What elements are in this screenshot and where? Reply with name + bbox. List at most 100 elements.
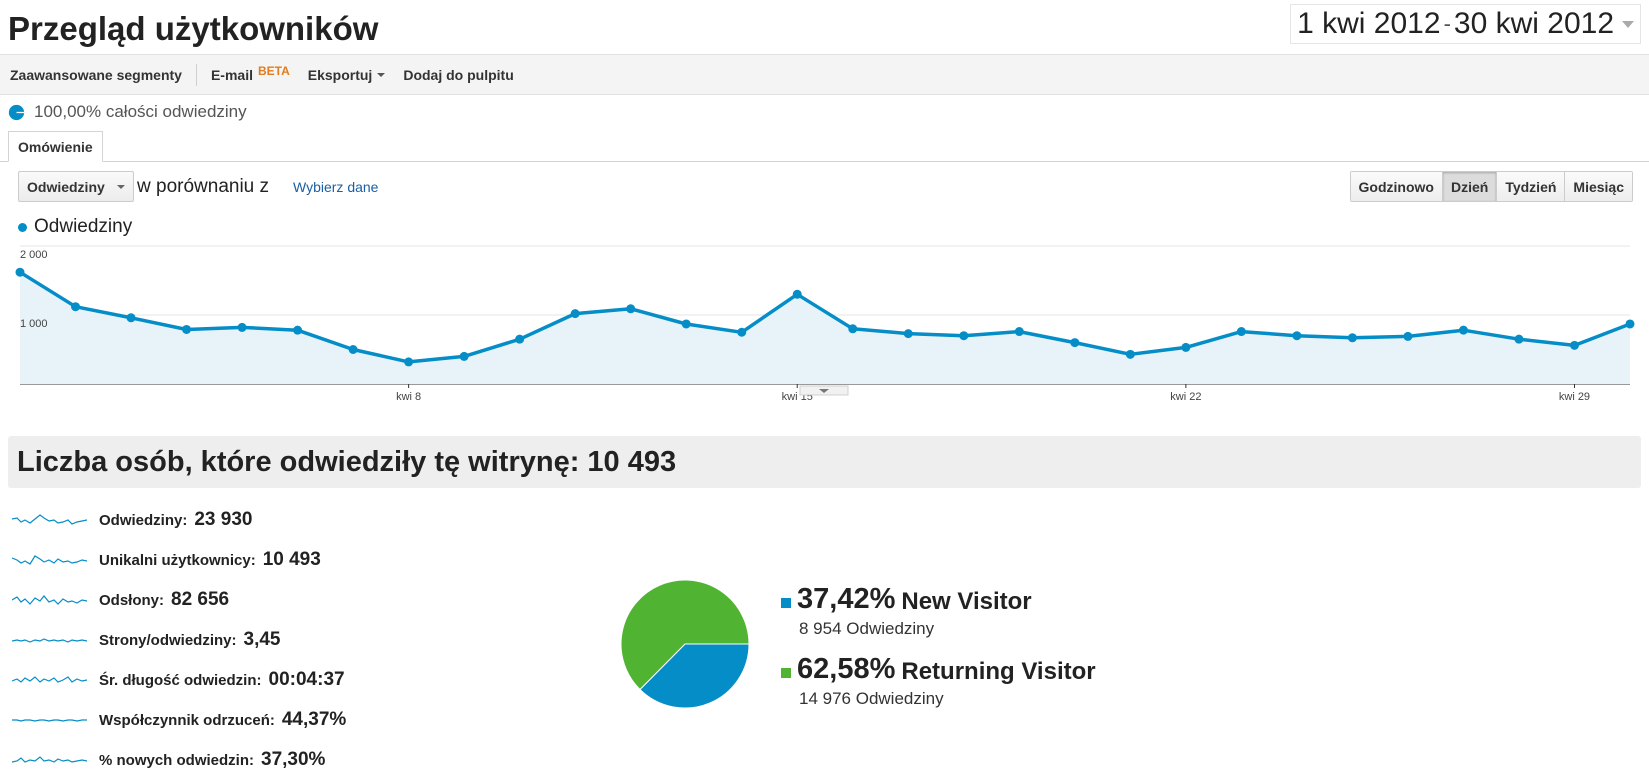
chart-x-tick-label: kwi 8 — [396, 391, 421, 403]
chart-data-point[interactable] — [848, 324, 858, 334]
pie-category-name: Returning Visitor — [901, 657, 1096, 685]
chart-data-point[interactable] — [1014, 327, 1024, 337]
chart-data-point[interactable] — [681, 319, 691, 329]
chart-data-point[interactable] — [1458, 325, 1468, 335]
chart-data-point[interactable] — [903, 329, 913, 339]
chart-data-point[interactable] — [126, 313, 136, 323]
chart-data-point[interactable] — [237, 322, 247, 332]
granularity-hourly-button[interactable]: Godzinowo — [1350, 172, 1442, 201]
pie-category-visits: 14 976 Odwiedziny — [799, 689, 944, 708]
legend-swatch-icon — [781, 667, 791, 678]
metric-row-unique-users[interactable]: Unikalni użytkownicy: 10 493 — [12, 545, 321, 575]
chart-data-point[interactable] — [737, 327, 747, 337]
chart-y-tick-label: 1 000 — [20, 318, 48, 330]
chart-data-point[interactable] — [1569, 340, 1579, 350]
metric-row-pages-per-visit[interactable]: Strony/odwiedziny: 3,45 — [12, 625, 281, 655]
chart-data-point[interactable] — [1625, 319, 1635, 329]
metric-label: % nowych odwiedzin: — [99, 751, 255, 769]
chevron-down-icon — [1622, 20, 1634, 28]
segment-label: 100,00% całości odwiedziny — [34, 102, 247, 121]
pie-category-name: New Visitor — [901, 587, 1032, 615]
export-button[interactable]: Eksportuj — [308, 67, 386, 83]
metric-label: Strony/odwiedziny: — [99, 631, 237, 649]
legend-series-label: Odwiedziny — [34, 216, 133, 237]
email-label: E-mail — [210, 66, 253, 83]
metric-row-bounce-rate[interactable]: Współczynnik odrzuceń: 44,37% — [12, 705, 346, 735]
segment-pie-icon — [8, 104, 25, 120]
email-button[interactable]: E-mail BETA — [210, 64, 290, 83]
add-to-dashboard-label: Dodaj do pulpitu — [403, 66, 514, 83]
metric-select-value: Odwiedziny — [27, 178, 105, 195]
sparkline-icon — [12, 676, 87, 683]
metric-label: Odsłony: — [99, 591, 165, 609]
metric-value: 3,45 — [243, 629, 281, 650]
date-separator: - — [1443, 11, 1451, 36]
metric-label: Śr. długość odwiedzin: — [99, 671, 262, 689]
metric-row-new-visits[interactable]: % nowych odwiedzin: 37,30% — [12, 745, 325, 775]
select-data-link[interactable]: Wybierz dane — [293, 179, 379, 195]
sparkline-icon — [12, 595, 87, 605]
chevron-down-icon — [116, 184, 125, 189]
chart-data-point[interactable] — [626, 304, 636, 314]
chart-legend: Odwiedziny — [18, 216, 132, 238]
tab-overview[interactable]: Omówienie — [8, 131, 103, 162]
chart-data-point[interactable] — [404, 357, 414, 367]
chart-data-point[interactable] — [15, 267, 25, 277]
sparkline-icon — [12, 719, 87, 722]
segment-indicator: 100,00% całości odwiedziny — [8, 102, 247, 122]
pie-percentage: 62,58% — [797, 653, 896, 685]
metric-row-pageviews[interactable]: Odsłony: 82 656 — [12, 585, 229, 615]
chart-data-point[interactable] — [1347, 333, 1357, 343]
date-range-picker[interactable]: 1 kwi 2012 - 30 kwi 2012 — [1290, 4, 1641, 44]
pie-slice-new-visitor[interactable] — [639, 643, 750, 709]
metric-label: Współczynnik odrzuceń: — [99, 711, 275, 729]
sparkline-icon — [12, 555, 87, 565]
report-toolbar: Zaawansowane segmenty E-mail BETA Ekspor… — [0, 54, 1649, 95]
chart-series-line — [19, 270, 1631, 364]
chart-data-point[interactable] — [1236, 327, 1246, 337]
sparkline-icon — [12, 756, 87, 763]
chart-x-tick-label: kwi 22 — [1170, 391, 1201, 403]
granularity-day-button[interactable]: Dzień — [1441, 172, 1497, 201]
pie-slice-returning-visitor[interactable] — [620, 579, 750, 691]
sparkline-icon — [12, 638, 87, 643]
metric-value: 10 493 — [262, 549, 321, 570]
granularity-month-button[interactable]: Miesiąc — [1564, 172, 1632, 201]
chart-data-point[interactable] — [348, 345, 358, 354]
advanced-segments-label: Zaawansowane segmenty — [10, 66, 182, 83]
chevron-down-icon — [819, 389, 829, 393]
pie-legend-returning-visitor: 62,58% Returning Visitor 14 976 Odwiedzi… — [781, 653, 1096, 709]
chart-data-point[interactable] — [1125, 349, 1135, 359]
metric-label: Unikalni użytkownicy: — [99, 551, 256, 569]
page-title: Przegląd użytkowników — [8, 10, 379, 47]
metric-row-visits[interactable]: Odwiedziny: 23 930 — [12, 505, 252, 535]
chart-data-point[interactable] — [959, 331, 969, 341]
granularity-toggle: Godzinowo Dzień Tydzień Miesiąc — [1349, 171, 1633, 202]
chart-data-point[interactable] — [570, 309, 580, 319]
legend-swatch-icon — [781, 597, 791, 608]
chart-data-point[interactable] — [293, 325, 303, 335]
sparkline-icon — [12, 514, 87, 525]
chart-data-point[interactable] — [515, 334, 525, 344]
chevron-down-icon — [377, 72, 386, 77]
chart-data-point[interactable] — [1181, 342, 1191, 352]
granularity-week-button[interactable]: Tydzień — [1496, 172, 1565, 201]
toolbar-divider — [195, 63, 197, 86]
chart-data-point[interactable] — [792, 289, 802, 299]
chart-data-point[interactable] — [182, 324, 192, 334]
chart-data-point[interactable] — [71, 302, 81, 312]
metric-select[interactable]: Odwiedziny — [18, 171, 134, 202]
chart-area-fill — [20, 272, 1630, 384]
date-end: 30 kwi 2012 — [1453, 7, 1614, 40]
export-label: Eksportuj — [307, 66, 373, 83]
chart-data-point[interactable] — [459, 351, 469, 361]
metric-row-avg-duration[interactable]: Śr. długość odwiedzin: 00:04:37 — [12, 665, 345, 695]
advanced-segments-button[interactable]: Zaawansowane segmenty — [10, 67, 182, 83]
chart-data-point[interactable] — [1403, 331, 1413, 341]
add-to-dashboard-button[interactable]: Dodaj do pulpitu — [403, 67, 513, 83]
chart-data-point[interactable] — [1070, 338, 1080, 348]
chart-data-point[interactable] — [1292, 331, 1302, 341]
date-start: 1 kwi 2012 — [1297, 7, 1441, 40]
chart-data-point[interactable] — [1514, 334, 1524, 344]
